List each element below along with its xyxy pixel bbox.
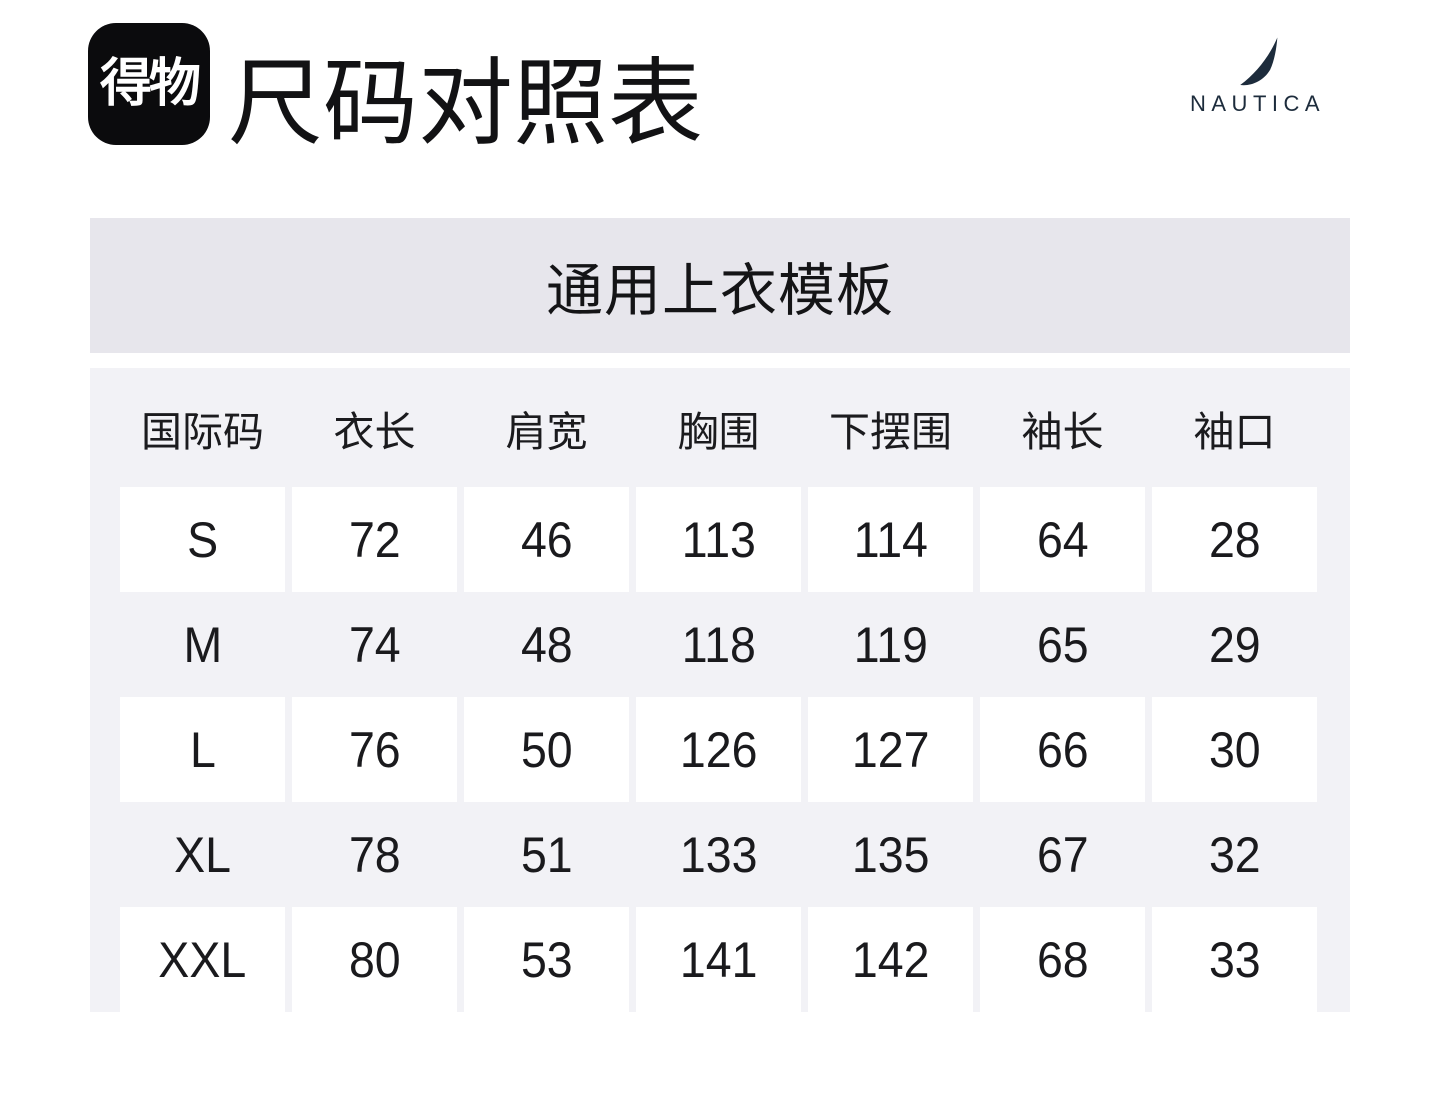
- value-cell: 118: [681, 616, 756, 673]
- size-cell: S: [120, 487, 285, 592]
- size-cell: XL: [174, 826, 231, 883]
- value-cell: 76: [292, 697, 457, 802]
- value-cell: 67: [1036, 826, 1089, 883]
- value-cell: 74: [348, 616, 401, 673]
- value-cell: 30: [1152, 697, 1317, 802]
- value-cell: 113: [636, 487, 801, 592]
- value-cell: 114: [808, 487, 973, 592]
- template-banner-label: 通用上衣模板: [546, 258, 894, 323]
- column-header: 袖口: [1193, 408, 1276, 455]
- value-cell: 126: [636, 697, 801, 802]
- value-cell: 142: [808, 907, 973, 1012]
- size-cell: XXL: [120, 907, 285, 1012]
- brand-name: NAUTICA: [1190, 91, 1326, 116]
- table-row: XL 78 51 133 135 67 32: [120, 802, 1317, 907]
- value-cell: 66: [980, 697, 1145, 802]
- value-cell: 133: [679, 826, 758, 883]
- value-cell: 28: [1152, 487, 1317, 592]
- value-cell: 72: [292, 487, 457, 592]
- dewu-logo: 得物: [88, 23, 210, 145]
- page-header: 得物 尺码对照表 NAUTICA: [0, 0, 1440, 218]
- value-cell: 135: [851, 826, 930, 883]
- size-cell: L: [120, 697, 285, 802]
- value-cell: 141: [636, 907, 801, 1012]
- value-cell: 127: [808, 697, 973, 802]
- value-cell: 53: [464, 907, 629, 1012]
- value-cell: 33: [1152, 907, 1317, 1012]
- page-title: 尺码对照表: [228, 51, 704, 157]
- template-banner: 通用上衣模板: [90, 218, 1350, 353]
- table-row: S 72 46 113 114 64 28: [120, 487, 1317, 592]
- table-header-row: 国际码 衣长 肩宽 胸围 下摆围 袖长 袖口: [120, 368, 1317, 487]
- table-row: XXL 80 53 141 142 68 33: [120, 907, 1317, 1012]
- value-cell: 32: [1208, 826, 1261, 883]
- column-header: 胸围: [677, 408, 760, 455]
- dewu-logo-text: 得物: [99, 55, 201, 113]
- table-row: L 76 50 126 127 66 30: [120, 697, 1317, 802]
- value-cell: 78: [348, 826, 401, 883]
- value-cell: 50: [464, 697, 629, 802]
- column-header: 国际码: [141, 408, 264, 455]
- value-cell: 68: [980, 907, 1145, 1012]
- value-cell: 80: [292, 907, 457, 1012]
- nautica-logo: NAUTICA: [1184, 36, 1320, 117]
- size-table: 国际码 衣长 肩宽 胸围 下摆围 袖长 袖口 S 72 46 113 114 6…: [90, 368, 1350, 1012]
- sail-icon: [1240, 37, 1278, 86]
- column-header: 下摆围: [829, 408, 952, 455]
- column-header: 衣长: [333, 408, 416, 455]
- table-row: M 74 48 118 119 65 29: [120, 592, 1317, 697]
- column-header: 肩宽: [505, 408, 588, 455]
- value-cell: 46: [464, 487, 629, 592]
- value-cell: 51: [520, 826, 573, 883]
- value-cell: 29: [1208, 616, 1261, 673]
- value-cell: 119: [853, 616, 928, 673]
- value-cell: 65: [1036, 616, 1089, 673]
- value-cell: 48: [520, 616, 573, 673]
- column-header: 袖长: [1021, 408, 1104, 455]
- value-cell: 64: [980, 487, 1145, 592]
- size-cell: M: [183, 616, 222, 673]
